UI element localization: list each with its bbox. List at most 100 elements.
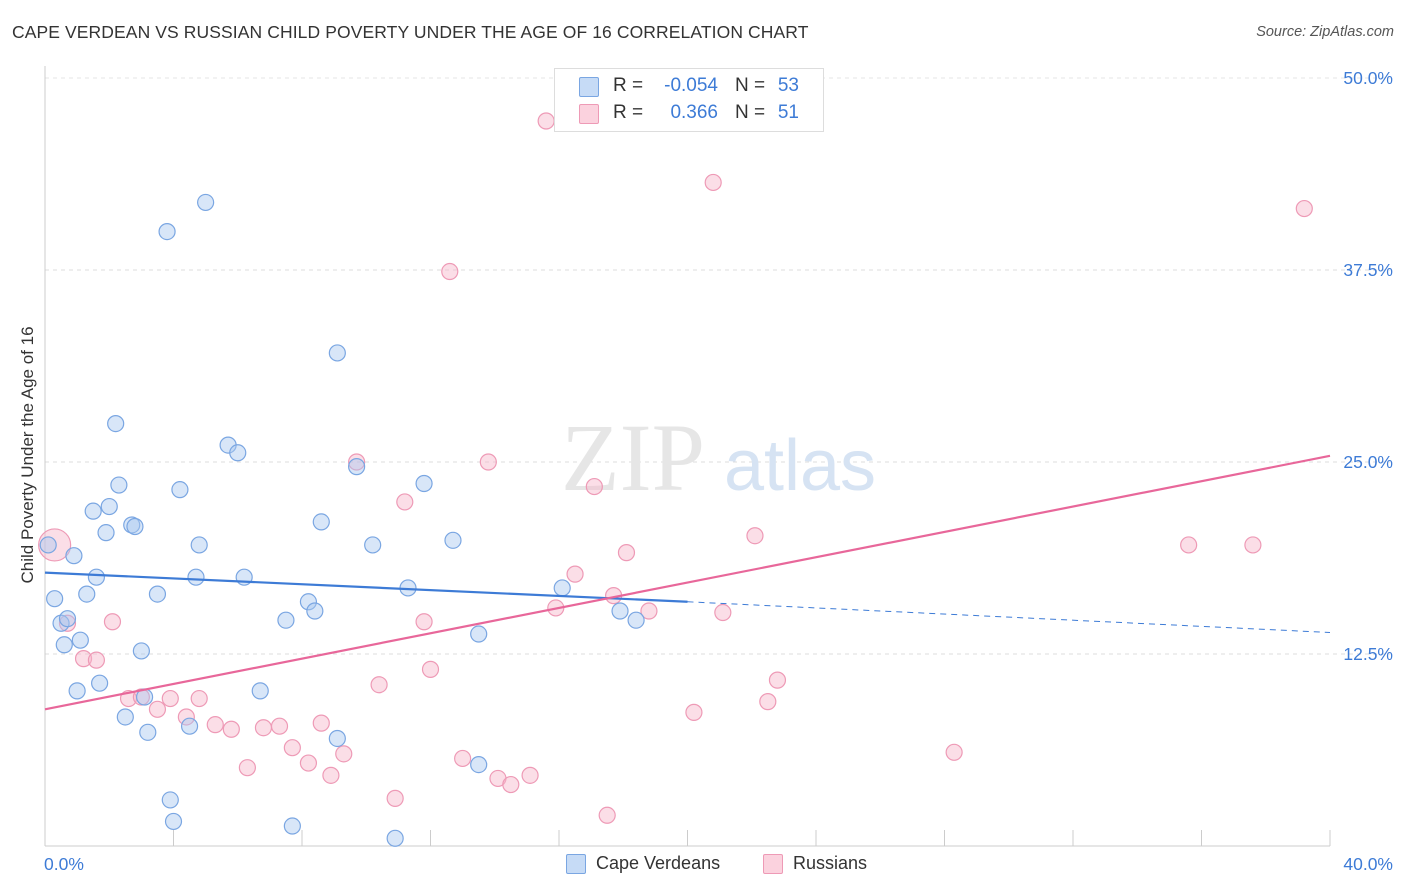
russians-point [312, 714, 330, 732]
cape-verdeans-point [328, 344, 346, 362]
russians-point [348, 453, 366, 471]
cape-verdeans-point [283, 817, 301, 835]
cape-verdeans-point [68, 682, 86, 700]
russians-point [617, 544, 636, 562]
russians-point [161, 689, 179, 708]
russians-swatch [763, 854, 783, 874]
cape-verdeans-trend-line [44, 571, 688, 603]
cape-verdeans-point [100, 497, 118, 516]
x-tick-label: 40.0% [1343, 854, 1393, 874]
r-value: 0.366 [670, 102, 718, 123]
russians-point [704, 173, 722, 192]
watermark: ZIP atlas [561, 404, 876, 511]
russians-point [521, 766, 539, 784]
cape-verdeans-point [187, 568, 205, 586]
cape-verdeans-point [386, 829, 404, 847]
x-tick-label: 0.0% [44, 854, 84, 874]
cape-verdeans-point [91, 674, 109, 692]
russians-point [714, 603, 732, 622]
cape-verdeans-point [299, 593, 318, 611]
n-value: 53 [777, 75, 799, 96]
russians-point [585, 477, 603, 496]
r-label: R = [613, 102, 644, 123]
cape-verdeans-point [164, 812, 183, 831]
cape-verdeans-point [71, 631, 89, 649]
cape-verdeans-point [116, 708, 134, 726]
cape-verdeans-point [46, 590, 64, 608]
cape-verdeans-point [277, 611, 295, 629]
chart-title: CAPE VERDEAN VS RUSSIAN CHILD POVERTY UN… [12, 22, 809, 42]
cape-verdeans-point [627, 611, 645, 629]
cape-verdeans-point [312, 513, 330, 531]
russians-point [222, 720, 240, 738]
cape-verdeans-point [229, 444, 247, 462]
cape-verdeans-point [470, 755, 488, 774]
cape-verdeans-point [39, 536, 57, 554]
legend-label: Cape Verdeans [596, 853, 721, 873]
russians-point [370, 676, 388, 694]
cape-verdeans-point [553, 579, 571, 597]
cape-verdeans-point [348, 458, 366, 476]
r-value: -0.054 [664, 75, 718, 96]
russians-point [58, 614, 77, 632]
watermark-atlas: atlas [724, 426, 876, 506]
russians-point [685, 703, 703, 721]
russians-point [322, 766, 340, 784]
cape-verdeans-swatch [566, 854, 586, 874]
legend-row-cape-verdeans: R = -0.054 N = 53 [555, 74, 823, 98]
cape-verdeans-point [107, 415, 125, 433]
legend-label: Russians [793, 853, 868, 873]
y-tick-label: 50.0% [1343, 68, 1393, 88]
cape-verdeans-point [180, 717, 199, 735]
russians-point [148, 700, 167, 718]
trend-lines [44, 454, 1331, 711]
series-legend: Cape Verdeans Russians [0, 851, 1406, 877]
russians-point [103, 613, 122, 631]
russians-trend-line [44, 454, 1331, 711]
russians-point [421, 660, 440, 678]
r-label: R = [613, 75, 644, 96]
russians-point [335, 745, 353, 763]
cape-verdeans-point [190, 536, 208, 554]
cape-verdeans-point [65, 547, 83, 565]
n-value: 51 [777, 102, 799, 123]
russians-point [598, 806, 616, 824]
cape-verdeans-point [197, 193, 215, 212]
n-label: N = [735, 75, 766, 96]
russians-point [206, 716, 224, 734]
cape-verdeans-point [364, 536, 382, 554]
russians-point [299, 754, 318, 772]
russians-point [479, 453, 497, 471]
n-label: N = [735, 102, 766, 123]
cape-verdeans-point [415, 474, 433, 493]
series-cape-verdeans [39, 193, 645, 847]
russians-point [396, 493, 414, 511]
cape-verdeans-point [58, 610, 77, 628]
cape-verdeans-point [78, 585, 96, 603]
russians-point [1180, 536, 1198, 554]
russians-swatch [579, 104, 599, 124]
y-tick-label: 12.5% [1343, 644, 1393, 664]
cape-verdeans-point [87, 568, 106, 586]
cape-verdeans-swatch [579, 77, 599, 97]
russians-point [454, 749, 472, 768]
correlation-legend: R = -0.054 N = 53 R = 0.366 N = 51 [554, 68, 824, 132]
cape-verdeans-point [611, 602, 629, 620]
russians-point [415, 613, 433, 631]
russians-point [190, 689, 208, 708]
russians-point [74, 650, 93, 668]
cape-verdeans-point [55, 636, 73, 654]
russians-point [87, 651, 106, 669]
russians-point [945, 743, 963, 761]
russians-point [177, 708, 195, 726]
legend-row-russians: R = 0.366 N = 51 [555, 101, 823, 125]
russians-point [1244, 536, 1262, 554]
cape-verdeans-point [251, 682, 269, 700]
cape-verdeans-point [110, 476, 128, 494]
russians-point [768, 671, 787, 689]
gridlines [45, 77, 1390, 655]
russians-point [759, 693, 777, 711]
russians-point [566, 565, 584, 583]
russians-point [537, 112, 555, 130]
